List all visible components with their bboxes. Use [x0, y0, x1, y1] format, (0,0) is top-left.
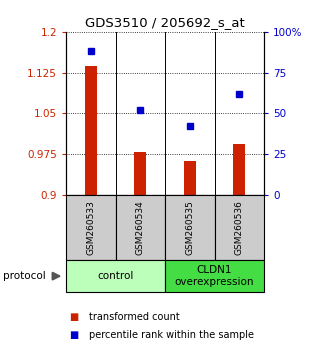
- FancyBboxPatch shape: [66, 195, 115, 260]
- Text: GSM260536: GSM260536: [235, 200, 244, 255]
- Bar: [233, 144, 246, 195]
- Text: protocol: protocol: [3, 271, 46, 281]
- Bar: [183, 161, 196, 195]
- Text: GSM260533: GSM260533: [86, 200, 95, 255]
- Text: GSM260535: GSM260535: [185, 200, 194, 255]
- Bar: [84, 65, 97, 195]
- Text: percentile rank within the sample: percentile rank within the sample: [89, 330, 254, 339]
- Text: GSM260534: GSM260534: [136, 200, 145, 255]
- FancyBboxPatch shape: [214, 195, 264, 260]
- FancyBboxPatch shape: [165, 260, 264, 292]
- FancyBboxPatch shape: [66, 260, 165, 292]
- Text: ■: ■: [69, 330, 79, 339]
- Text: control: control: [97, 271, 134, 281]
- FancyBboxPatch shape: [165, 195, 214, 260]
- Text: ■: ■: [69, 312, 79, 322]
- Text: CLDN1
overexpression: CLDN1 overexpression: [175, 265, 254, 287]
- FancyBboxPatch shape: [115, 195, 165, 260]
- Bar: [134, 152, 147, 195]
- Text: transformed count: transformed count: [89, 312, 180, 322]
- Title: GDS3510 / 205692_s_at: GDS3510 / 205692_s_at: [85, 16, 245, 29]
